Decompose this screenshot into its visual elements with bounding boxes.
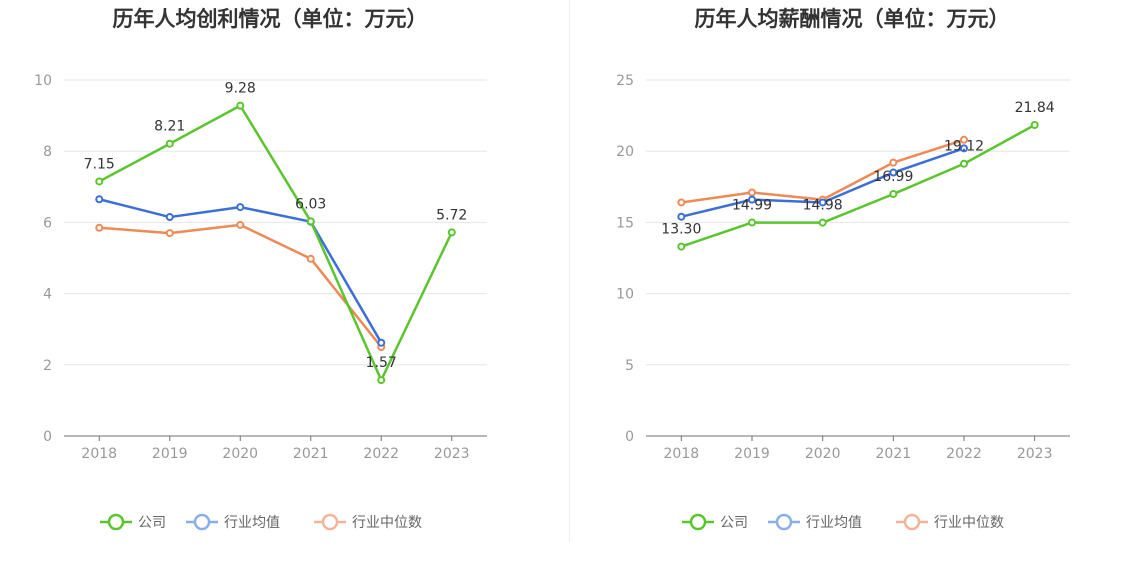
data-point[interactable] bbox=[960, 144, 968, 153]
legend-marker bbox=[193, 513, 211, 531]
series-line-1 bbox=[680, 123, 1036, 248]
data-label: 16.99 bbox=[873, 169, 913, 185]
data-point[interactable] bbox=[889, 190, 898, 199]
x-tick-label: 2018 bbox=[664, 446, 700, 462]
data-point[interactable] bbox=[818, 198, 827, 207]
chart-divider bbox=[569, 0, 570, 542]
data-label: 14.99 bbox=[732, 198, 772, 214]
legend-item-2[interactable]: 行业均值 bbox=[186, 513, 280, 531]
legend-item-2[interactable]: 行业均值 bbox=[768, 513, 862, 531]
data-point[interactable] bbox=[236, 220, 245, 229]
data-label: 1.57 bbox=[366, 355, 397, 371]
series-line-2 bbox=[98, 198, 383, 344]
x-tick-label: 2023 bbox=[1017, 446, 1053, 462]
y-tick-label: 25 bbox=[616, 73, 634, 89]
data-point[interactable] bbox=[306, 217, 315, 226]
y-tick-label: 10 bbox=[616, 287, 634, 303]
data-label: 8.21 bbox=[154, 119, 185, 135]
data-point[interactable] bbox=[1030, 120, 1039, 129]
data-point[interactable] bbox=[748, 195, 756, 204]
series-line-1 bbox=[98, 104, 453, 382]
x-tick-label: 2020 bbox=[805, 446, 841, 462]
y-tick-label: 20 bbox=[616, 144, 634, 160]
data-point[interactable] bbox=[165, 213, 174, 222]
legend-marker bbox=[903, 513, 921, 531]
x-tick-label: 2020 bbox=[222, 446, 258, 462]
data-label: 14.98 bbox=[803, 198, 843, 214]
legend-label: 行业中位数 bbox=[352, 515, 422, 531]
legend-item-1[interactable]: 公司 bbox=[100, 513, 166, 531]
legend-marker bbox=[689, 513, 707, 531]
data-label: 6.03 bbox=[295, 196, 326, 212]
legend-item-1[interactable]: 公司 bbox=[682, 513, 748, 531]
legend-label: 公司 bbox=[720, 515, 748, 531]
data-point[interactable] bbox=[748, 188, 756, 197]
y-tick-label: 0 bbox=[43, 429, 52, 445]
data-point[interactable] bbox=[677, 198, 686, 207]
legend-label: 行业中位数 bbox=[934, 515, 1004, 531]
data-point[interactable] bbox=[889, 158, 898, 167]
legend-marker bbox=[775, 513, 793, 531]
legend-item-3[interactable]: 行业中位数 bbox=[896, 513, 1004, 531]
y-tick-label: 15 bbox=[616, 215, 634, 231]
data-label: 13.30 bbox=[661, 222, 701, 238]
y-tick-label: 10 bbox=[34, 73, 52, 89]
legend-label: 行业均值 bbox=[224, 515, 280, 531]
legend-marker bbox=[107, 513, 125, 531]
y-tick-label: 6 bbox=[43, 215, 52, 231]
data-point[interactable] bbox=[960, 135, 968, 144]
data-point[interactable] bbox=[236, 101, 245, 110]
data-label: 19.12 bbox=[944, 139, 984, 155]
data-point[interactable] bbox=[889, 168, 898, 177]
x-tick-label: 2023 bbox=[434, 446, 470, 462]
x-tick-label: 2018 bbox=[81, 446, 117, 462]
data-point[interactable] bbox=[748, 218, 756, 227]
data-label: 9.28 bbox=[225, 81, 256, 97]
chart-2: 历年人均薪酬情况（单位：万元） 0 5 10 15 20 25 2018 2019 2020 202… bbox=[616, 7, 1070, 531]
data-point[interactable] bbox=[95, 177, 104, 186]
data-point[interactable] bbox=[677, 212, 686, 221]
x-tick-label: 2021 bbox=[876, 446, 912, 462]
data-label: 7.15 bbox=[84, 156, 115, 172]
x-tick-label: 2022 bbox=[946, 446, 982, 462]
data-point[interactable] bbox=[306, 254, 315, 263]
y-tick-label: 4 bbox=[43, 287, 52, 303]
data-point[interactable] bbox=[165, 229, 174, 238]
data-point[interactable] bbox=[677, 242, 686, 251]
x-tick-label: 2021 bbox=[293, 446, 329, 462]
y-tick-label: 2 bbox=[43, 358, 52, 374]
legend-item-3[interactable]: 行业中位数 bbox=[314, 513, 422, 531]
data-point[interactable] bbox=[818, 218, 827, 227]
data-point[interactable] bbox=[377, 338, 386, 347]
legend-label: 公司 bbox=[138, 515, 166, 531]
x-tick-label: 2022 bbox=[363, 446, 399, 462]
x-tick-label: 2019 bbox=[734, 446, 770, 462]
chart-title: 历年人均创利情况（单位：万元） bbox=[113, 7, 428, 31]
y-tick-label: 8 bbox=[43, 144, 52, 160]
chart-title: 历年人均薪酬情况（单位：万元） bbox=[695, 7, 1010, 31]
data-label: 5.72 bbox=[436, 207, 467, 223]
chart-1: 历年人均创利情况（单位：万元） 0 2 4 6 8 10 2018 2019 2020 2021 20… bbox=[34, 7, 487, 531]
y-tick-label: 5 bbox=[625, 358, 634, 374]
data-point[interactable] bbox=[447, 228, 456, 237]
x-tick-label: 2019 bbox=[152, 446, 188, 462]
data-point[interactable] bbox=[377, 376, 386, 385]
data-point[interactable] bbox=[95, 195, 104, 204]
legend-label: 行业均值 bbox=[806, 515, 862, 531]
data-point[interactable] bbox=[236, 203, 245, 212]
legend-marker bbox=[321, 513, 339, 531]
data-point[interactable] bbox=[165, 139, 174, 148]
y-tick-label: 0 bbox=[625, 429, 634, 445]
data-label: 21.84 bbox=[1015, 100, 1055, 116]
data-point[interactable] bbox=[960, 159, 968, 168]
data-point[interactable] bbox=[95, 223, 104, 232]
series-line-3 bbox=[681, 138, 965, 204]
